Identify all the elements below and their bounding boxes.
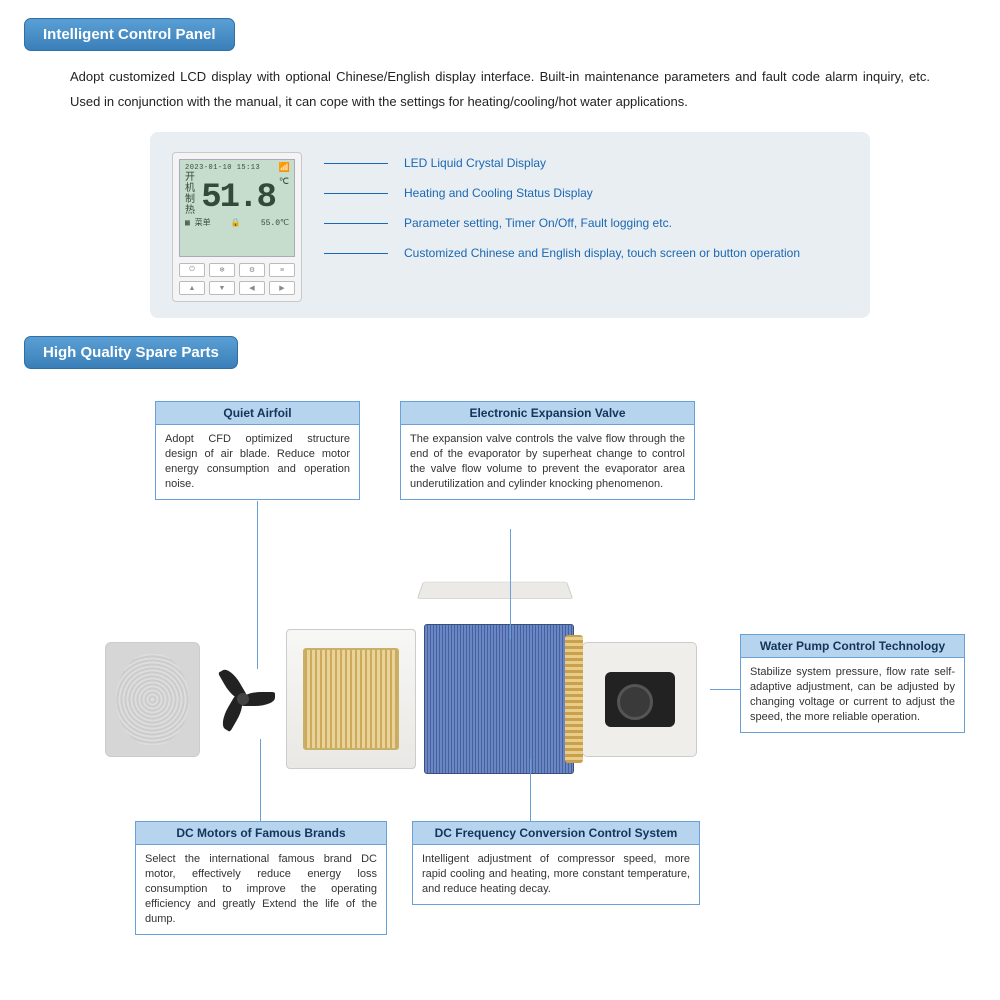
callout-pump: Water Pump Control Technology Stabilize … [740, 634, 965, 732]
device-front-grille [105, 642, 200, 757]
feature-row: Customized Chinese and English display, … [324, 246, 848, 260]
callout-body: Intelligent adjustment of compressor spe… [413, 845, 699, 904]
feature-connector [324, 163, 388, 164]
device-fan [208, 664, 278, 734]
device-top-plate [417, 582, 573, 599]
feature-text: Customized Chinese and English display, … [404, 246, 800, 260]
lcd-button-row: ⏻ ❄ ⚙ ≡ ▲ ▼ ◀ ▶ [179, 263, 295, 295]
lcd-big-value: 51.8 [201, 181, 275, 215]
control-panel-box: 📶 2023-01-10 15:13 开机 制热 51.8 ℃ ▦ 菜单 🔒 5… [150, 132, 870, 318]
device-exploded-view [105, 609, 755, 789]
device-coil [424, 624, 574, 774]
callout-title: Electronic Expansion Valve [401, 402, 694, 425]
lcd-btn[interactable]: ▼ [209, 281, 235, 295]
callout-body: Select the international famous brand DC… [136, 845, 386, 933]
lcd-btn[interactable]: ❄ [209, 263, 235, 277]
feature-connector [324, 223, 388, 224]
callout-eev: Electronic Expansion Valve The expansion… [400, 401, 695, 499]
lcd-menu: 菜单 [195, 219, 211, 228]
callout-dcfreq: DC Frequency Conversion Control System I… [412, 821, 700, 905]
callout-title: DC Frequency Conversion Control System [413, 822, 699, 845]
lcd-screen: 📶 2023-01-10 15:13 开机 制热 51.8 ℃ ▦ 菜单 🔒 5… [179, 159, 295, 257]
callout-body: The expansion valve controls the valve f… [401, 425, 694, 498]
device-mid-frame [286, 629, 416, 769]
connector [257, 501, 258, 669]
lcd-cn-bot: 制热 [185, 195, 197, 217]
lcd-btn[interactable]: ⚙ [239, 263, 265, 277]
feature-connector [324, 253, 388, 254]
parts-infographic: Quiet Airfoil Adopt CFD optimized struct… [0, 389, 1000, 949]
lcd-device: 📶 2023-01-10 15:13 开机 制热 51.8 ℃ ▦ 菜单 🔒 5… [172, 152, 302, 302]
section2-header: High Quality Spare Parts [24, 336, 238, 369]
connector [710, 689, 740, 690]
lcd-subtemp: 55.0℃ [261, 219, 289, 229]
feature-list: LED Liquid Crystal Display Heating and C… [324, 152, 848, 260]
lcd-btn[interactable]: ▶ [269, 281, 295, 295]
callout-title: Water Pump Control Technology [741, 635, 964, 658]
feature-connector [324, 193, 388, 194]
section1-header: Intelligent Control Panel [24, 18, 235, 51]
feature-row: Heating and Cooling Status Display [324, 186, 848, 200]
lcd-btn[interactable]: ⏻ [179, 263, 205, 277]
wifi-icon: 📶 [279, 163, 290, 174]
callout-body: Stabilize system pressure, flow rate sel… [741, 658, 964, 731]
lcd-btn[interactable]: ▲ [179, 281, 205, 295]
lock-icon: 🔒 [231, 219, 241, 229]
lcd-date: 2023-01-10 15:13 [185, 164, 289, 172]
section1-intro: Adopt customized LCD display with option… [0, 65, 1000, 114]
lcd-btn[interactable]: ≡ [269, 263, 295, 277]
feature-text: LED Liquid Crystal Display [404, 156, 546, 170]
feature-text: Parameter setting, Timer On/Off, Fault l… [404, 216, 672, 230]
lcd-btn[interactable]: ◀ [239, 281, 265, 295]
callout-title: DC Motors of Famous Brands [136, 822, 386, 845]
callout-body: Adopt CFD optimized structure design of … [156, 425, 359, 498]
device-pump-box [582, 642, 697, 757]
connector [260, 739, 261, 821]
lcd-unit: ℃ [279, 177, 289, 188]
feature-row: Parameter setting, Timer On/Off, Fault l… [324, 216, 848, 230]
lcd-cn-top: 开机 [185, 173, 197, 195]
feature-row: LED Liquid Crystal Display [324, 156, 848, 170]
connector [510, 529, 511, 639]
callout-title: Quiet Airfoil [156, 402, 359, 425]
connector [530, 759, 531, 821]
feature-text: Heating and Cooling Status Display [404, 186, 593, 200]
callout-dcmotor: DC Motors of Famous Brands Select the in… [135, 821, 387, 934]
device-pump [605, 672, 675, 727]
callout-airfoil: Quiet Airfoil Adopt CFD optimized struct… [155, 401, 360, 499]
